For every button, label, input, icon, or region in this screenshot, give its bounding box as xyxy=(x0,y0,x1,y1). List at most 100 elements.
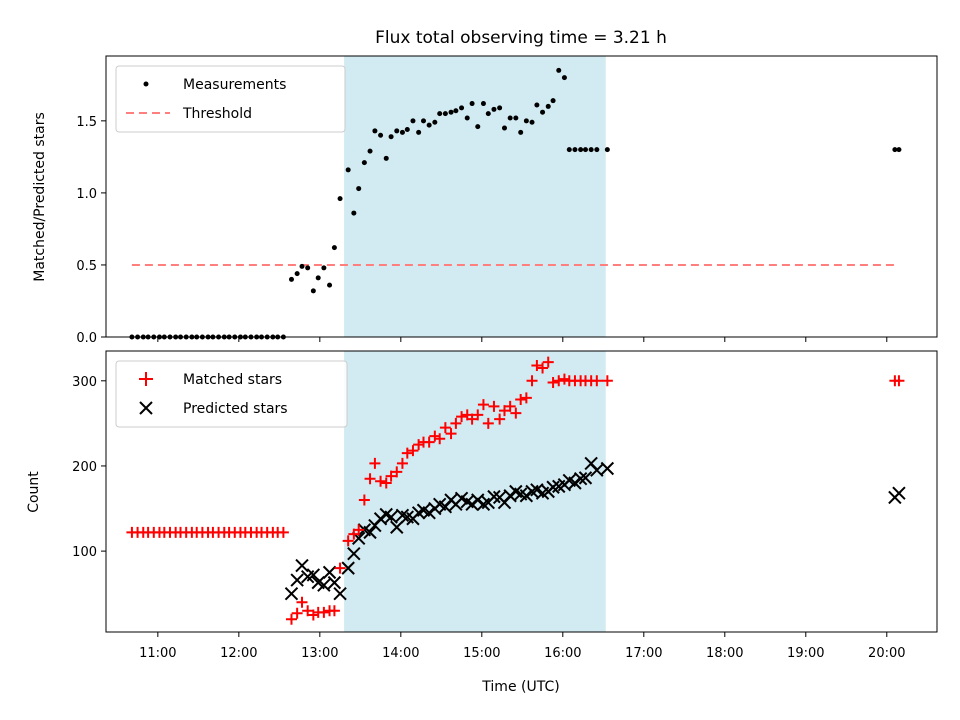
measurement-point xyxy=(367,148,373,154)
y-tick-label: 1.5 xyxy=(76,115,97,130)
measurement-point xyxy=(351,210,357,216)
matched-star-point xyxy=(445,428,457,440)
top-legend: Measurements Threshold xyxy=(115,65,346,133)
bottom-x-axis-label: Time (UTC) xyxy=(481,679,559,695)
measurement-point xyxy=(404,126,410,132)
y-tick-label: 100 xyxy=(72,545,97,560)
predicted-star-point xyxy=(476,497,491,511)
matched-star-point xyxy=(407,445,419,457)
top-axes-frame xyxy=(105,55,938,338)
measurement-point xyxy=(361,160,367,166)
matched-star-point xyxy=(510,407,522,419)
measurement-point xyxy=(305,265,311,271)
legend-label-matched: Matched stars xyxy=(183,372,282,388)
measurement-point xyxy=(572,147,578,153)
matched-star-point xyxy=(450,417,462,429)
measurement-point xyxy=(534,102,540,108)
matched-star-point xyxy=(385,470,397,482)
measurement-point xyxy=(288,276,294,282)
predicted-star-point xyxy=(306,568,321,582)
matched-star-point xyxy=(482,417,494,429)
measurement-point xyxy=(604,147,610,153)
y-tick-label: 300 xyxy=(72,375,97,390)
predicted-star-point xyxy=(487,489,501,504)
chart-title: Flux total observing time = 3.21 h xyxy=(375,28,667,48)
measurement-point xyxy=(327,282,333,288)
measurement-point xyxy=(315,275,321,281)
measurement-point xyxy=(299,263,305,269)
measurement-point xyxy=(459,105,465,111)
matched-star-point xyxy=(285,613,297,625)
matched-star-point xyxy=(893,375,905,387)
measurement-point xyxy=(582,147,588,153)
predicted-star-point xyxy=(578,471,593,485)
matched-star-point xyxy=(380,477,392,489)
measurement-point xyxy=(426,122,432,128)
y-tick-label: 0.5 xyxy=(76,259,97,274)
measurement-point xyxy=(420,118,426,124)
legend-label-measurements: Measurements xyxy=(183,77,286,93)
matched-star-point xyxy=(401,447,413,459)
predicted-star-point xyxy=(384,510,398,524)
measurement-point xyxy=(337,196,343,202)
top-shaded-region xyxy=(344,56,606,337)
matched-star-point xyxy=(369,457,381,469)
measurement-point xyxy=(594,147,600,153)
x-tick-label: 19:00 xyxy=(787,646,824,661)
y-tick-label: 200 xyxy=(72,460,97,475)
measurement-point xyxy=(501,125,507,131)
matched-star-point xyxy=(504,400,516,412)
matched-star-point xyxy=(364,473,376,485)
predicted-star-point xyxy=(333,586,347,601)
predicted-star-point xyxy=(322,565,337,580)
matched-star-point xyxy=(472,409,484,421)
predicted-star-point xyxy=(600,461,615,476)
predicted-star-point xyxy=(525,484,539,499)
matched-star-point xyxy=(498,405,510,417)
measurement-point xyxy=(399,129,405,135)
measurement-point xyxy=(480,101,486,107)
matched-star-point xyxy=(439,422,451,434)
predicted-star-point xyxy=(317,578,331,592)
bottom-axes-frame xyxy=(105,350,938,633)
measurement-point xyxy=(437,111,443,117)
matched-star-point xyxy=(429,430,441,442)
measurement-point xyxy=(416,129,422,135)
matched-star-point xyxy=(553,375,565,387)
matched-star-point xyxy=(531,359,543,371)
measurement-point xyxy=(464,115,470,121)
measurement-point xyxy=(469,101,475,107)
x-tick-label: 13:00 xyxy=(301,646,338,661)
matched-star-point xyxy=(291,607,303,619)
measurement-point xyxy=(388,134,394,140)
matched-star-point xyxy=(334,562,346,574)
measurement-point xyxy=(491,106,497,112)
bottom-panel: 100 200 300 11:00 12:00 13:00 14:00 15:00 16:00… xyxy=(26,350,938,695)
matched-star-point xyxy=(520,392,532,404)
matched-star-point xyxy=(342,535,354,547)
matched-star-point xyxy=(307,609,319,621)
measurement-point xyxy=(453,108,459,114)
bottom-legend: Matched stars Predicted stars xyxy=(115,360,348,428)
matched-star-point xyxy=(302,605,314,617)
measurement-point xyxy=(310,288,316,294)
legend-marker-matched xyxy=(139,372,153,386)
matched-star-point xyxy=(477,399,489,411)
bottom-shaded-region xyxy=(344,351,606,632)
matched-star-point xyxy=(277,526,289,538)
measurement-point xyxy=(331,245,337,251)
bottom-legend-box xyxy=(115,360,348,428)
predicted-star-point xyxy=(590,463,604,477)
measurement-point xyxy=(892,147,898,153)
matched-star-point xyxy=(488,400,500,412)
measurement-point xyxy=(372,128,378,134)
matched-star-point xyxy=(358,494,370,506)
top-x-ticks xyxy=(157,337,888,342)
predicted-star-point xyxy=(363,525,377,540)
matched-star-point xyxy=(296,596,308,608)
legend-marker-measurements xyxy=(143,81,149,87)
predicted-star-point xyxy=(546,480,560,494)
matched-star-point xyxy=(466,413,478,425)
measurement-point xyxy=(383,155,389,161)
measurement-point xyxy=(529,119,535,125)
